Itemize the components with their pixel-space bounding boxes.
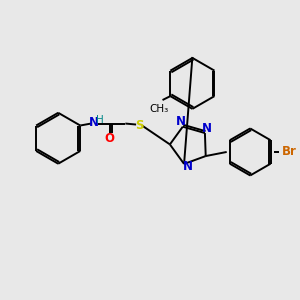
- Text: Br: Br: [282, 146, 296, 158]
- Text: S: S: [135, 119, 143, 132]
- Text: O: O: [105, 132, 115, 145]
- Text: N: N: [89, 116, 99, 129]
- Text: CH₃: CH₃: [149, 104, 168, 114]
- Text: N: N: [176, 115, 186, 128]
- Text: H: H: [96, 115, 104, 124]
- Text: N: N: [183, 160, 193, 173]
- Text: N: N: [202, 122, 212, 135]
